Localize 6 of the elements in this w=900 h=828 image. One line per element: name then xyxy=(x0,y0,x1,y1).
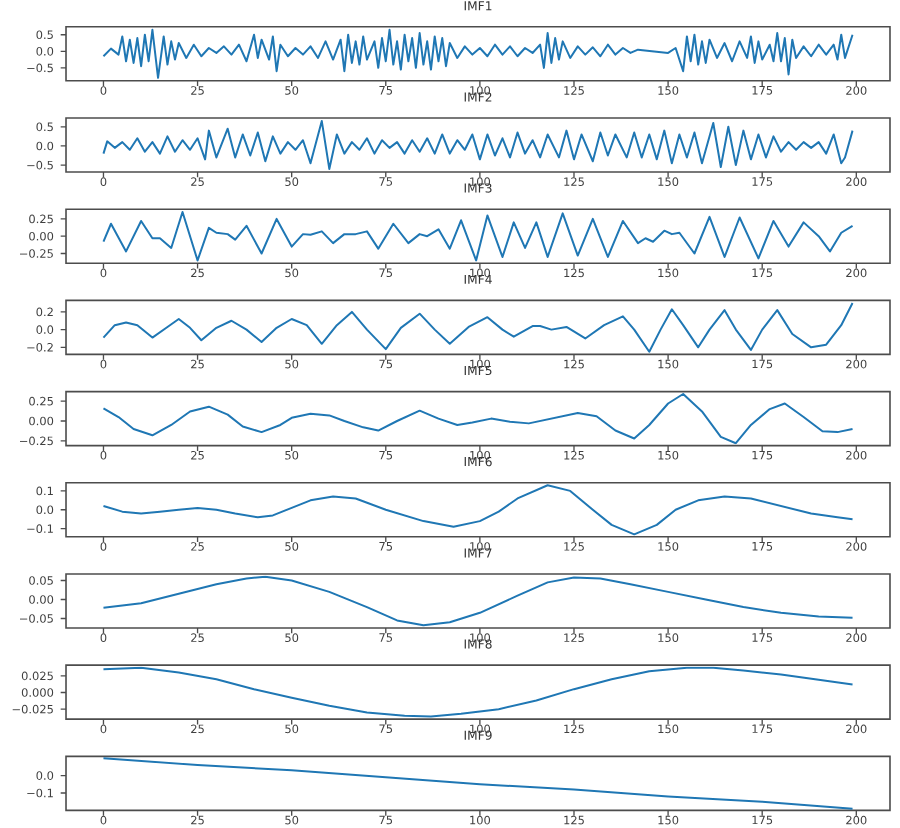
line-series xyxy=(102,120,854,171)
line-series xyxy=(102,575,854,627)
line-series xyxy=(102,211,854,262)
line-series xyxy=(102,757,854,810)
line-series xyxy=(102,666,854,718)
line-series xyxy=(102,302,854,353)
